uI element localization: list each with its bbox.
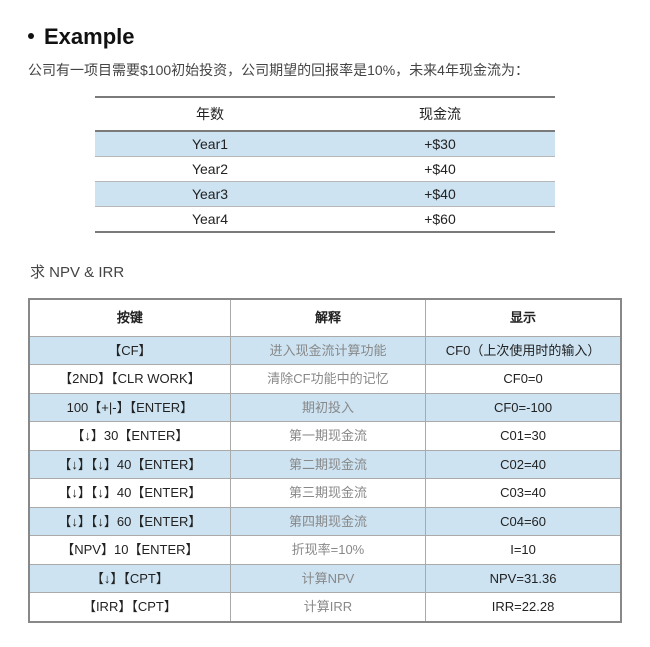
table-cell: 第二期现金流 bbox=[230, 450, 425, 479]
keystroke-body: 【CF】进入现金流计算功能CF0（上次使用时的输入）【2ND】【CLR WORK… bbox=[29, 336, 621, 622]
table-row: 【NPV】10【ENTER】折现率=10%I=10 bbox=[29, 536, 621, 565]
table-row: Year1+$30 bbox=[95, 131, 555, 157]
heading-text: Example bbox=[44, 24, 135, 49]
cashflow-body: Year1+$30Year2+$40Year3+$40Year4+$60 bbox=[95, 131, 555, 232]
table-row: 【CF】进入现金流计算功能CF0（上次使用时的输入） bbox=[29, 336, 621, 365]
table-cell: CF0=-100 bbox=[426, 393, 621, 422]
table-cell: C03=40 bbox=[426, 479, 621, 508]
table-cell: I=10 bbox=[426, 536, 621, 565]
table-cell: C04=60 bbox=[426, 507, 621, 536]
problem-statement: 公司有一项目需要$100初始投资，公司期望的回报率是10%，未来4年现金流为： bbox=[28, 60, 622, 80]
table-cell: CF0=0 bbox=[426, 365, 621, 394]
table-row: Year4+$60 bbox=[95, 207, 555, 233]
table-cell: 【↓】【↓】40【ENTER】 bbox=[29, 479, 230, 508]
keystroke-table: 按键解释显示 【CF】进入现金流计算功能CF0（上次使用时的输入）【2ND】【C… bbox=[28, 298, 622, 623]
keystroke-header-row: 按键解释显示 bbox=[29, 299, 621, 336]
table-cell: Year3 bbox=[95, 182, 325, 207]
table-cell: 第一期现金流 bbox=[230, 422, 425, 451]
table-row: 【↓】【CPT】计算NPVNPV=31.36 bbox=[29, 564, 621, 593]
table-row: 【2ND】【CLR WORK】清除CF功能中的记忆CF0=0 bbox=[29, 365, 621, 394]
table-cell: 第三期现金流 bbox=[230, 479, 425, 508]
table-row: 【↓】【↓】40【ENTER】第三期现金流C03=40 bbox=[29, 479, 621, 508]
cashflow-col-header: 现金流 bbox=[325, 97, 555, 131]
keystroke-col-header: 解释 bbox=[230, 299, 425, 336]
table-cell: IRR=22.28 bbox=[426, 593, 621, 622]
table-cell: 【↓】【↓】60【ENTER】 bbox=[29, 507, 230, 536]
table-cell: 计算NPV bbox=[230, 564, 425, 593]
table-cell: 【↓】【CPT】 bbox=[29, 564, 230, 593]
table-cell: +$60 bbox=[325, 207, 555, 233]
bullet-icon bbox=[28, 33, 34, 39]
table-cell: C02=40 bbox=[426, 450, 621, 479]
table-cell: 清除CF功能中的记忆 bbox=[230, 365, 425, 394]
keystroke-col-header: 按键 bbox=[29, 299, 230, 336]
table-cell: Year2 bbox=[95, 157, 325, 182]
table-row: 100【+|-】【ENTER】期初投入CF0=-100 bbox=[29, 393, 621, 422]
cashflow-table: 年数现金流 Year1+$30Year2+$40Year3+$40Year4+$… bbox=[95, 96, 555, 233]
cashflow-header-row: 年数现金流 bbox=[95, 97, 555, 131]
cashflow-col-header: 年数 bbox=[95, 97, 325, 131]
table-cell: Year1 bbox=[95, 131, 325, 157]
table-row: Year2+$40 bbox=[95, 157, 555, 182]
table-cell: 【NPV】10【ENTER】 bbox=[29, 536, 230, 565]
keystroke-col-header: 显示 bbox=[426, 299, 621, 336]
table-cell: 进入现金流计算功能 bbox=[230, 336, 425, 365]
table-cell: 【↓】【↓】40【ENTER】 bbox=[29, 450, 230, 479]
table-cell: 100【+|-】【ENTER】 bbox=[29, 393, 230, 422]
table-cell: 折现率=10% bbox=[230, 536, 425, 565]
table-cell: 第四期现金流 bbox=[230, 507, 425, 536]
table-cell: C01=30 bbox=[426, 422, 621, 451]
table-cell: 【2ND】【CLR WORK】 bbox=[29, 365, 230, 394]
table-cell: 期初投入 bbox=[230, 393, 425, 422]
table-cell: Year4 bbox=[95, 207, 325, 233]
section-heading: Example bbox=[28, 24, 622, 50]
subheading: 求 NPV & IRR bbox=[30, 261, 622, 282]
table-row: 【↓】30【ENTER】第一期现金流C01=30 bbox=[29, 422, 621, 451]
table-cell: 【↓】30【ENTER】 bbox=[29, 422, 230, 451]
table-row: Year3+$40 bbox=[95, 182, 555, 207]
table-cell: CF0（上次使用时的输入） bbox=[426, 336, 621, 365]
table-cell: 【CF】 bbox=[29, 336, 230, 365]
table-cell: 【IRR】【CPT】 bbox=[29, 593, 230, 622]
table-cell: +$40 bbox=[325, 182, 555, 207]
table-cell: +$30 bbox=[325, 131, 555, 157]
table-cell: +$40 bbox=[325, 157, 555, 182]
table-row: 【↓】【↓】40【ENTER】第二期现金流C02=40 bbox=[29, 450, 621, 479]
table-row: 【↓】【↓】60【ENTER】第四期现金流C04=60 bbox=[29, 507, 621, 536]
table-row: 【IRR】【CPT】计算IRRIRR=22.28 bbox=[29, 593, 621, 622]
table-cell: NPV=31.36 bbox=[426, 564, 621, 593]
table-cell: 计算IRR bbox=[230, 593, 425, 622]
